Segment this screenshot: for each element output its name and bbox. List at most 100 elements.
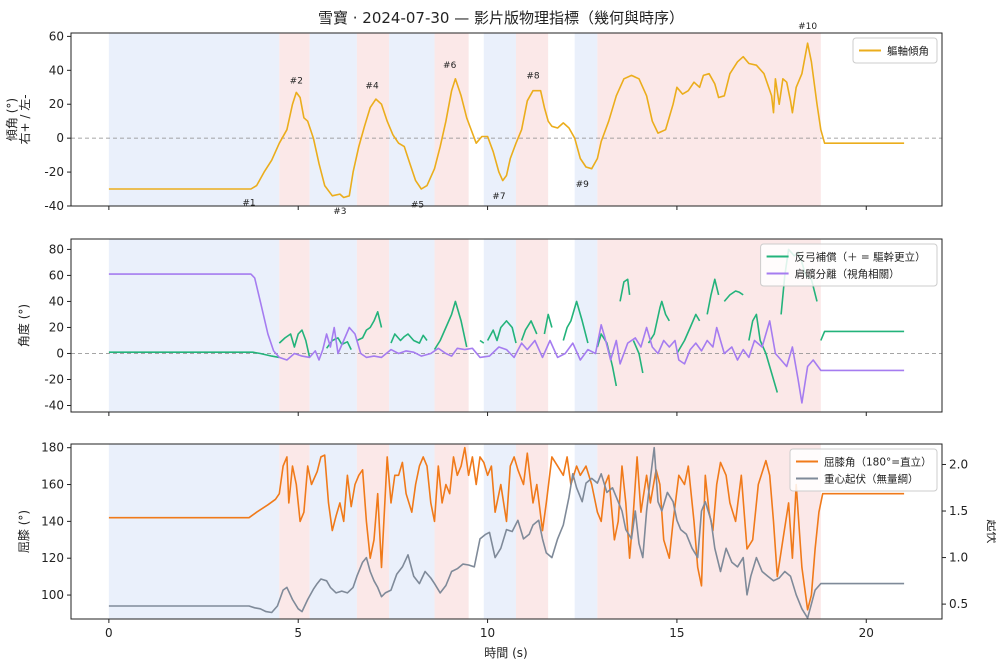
- y-axis-label: 角度 (°): [16, 304, 31, 347]
- turn-band-turn_in: [574, 33, 598, 206]
- x-tick-label: 10: [480, 626, 495, 640]
- series-line-angles-0: [632, 340, 644, 374]
- y-tick-label: -20: [44, 372, 64, 386]
- y-tick-label: -20: [44, 165, 64, 179]
- turn-band-turn_out: [356, 33, 390, 206]
- y-tick-label: 40: [49, 63, 64, 77]
- legend-label: 反弓補償（＋ = 驅幹更立）: [795, 251, 926, 264]
- turn-band-turn_in: [108, 33, 280, 206]
- y-tick-label: 60: [49, 268, 64, 282]
- turn-marker-label: #3: [333, 207, 346, 217]
- x-tick-label: 0: [105, 626, 113, 640]
- series-line-angles-0: [748, 313, 779, 393]
- turn-band-turn_out: [434, 33, 469, 206]
- turn-marker-label: #1: [242, 199, 255, 209]
- y-tick-label: 180: [41, 441, 64, 455]
- y-tick-label: -40: [44, 398, 64, 412]
- series-line-angles-1: [108, 273, 905, 404]
- y2-tick-label: 1.5: [949, 504, 968, 518]
- turn-band-turn_in: [574, 239, 598, 412]
- turn-band-turn_in: [108, 444, 280, 619]
- legend-box: [789, 448, 938, 492]
- turn-band-turn_out: [434, 239, 469, 412]
- turn-band-turn_in: [309, 239, 357, 412]
- series-line-angles-0: [619, 278, 631, 302]
- y2-tick-label: 1.0: [949, 551, 968, 565]
- turn-marker-label: #10: [798, 22, 817, 32]
- series-line-angles-0: [433, 300, 468, 351]
- legend: 屈膝角（180°=直立） 重心起伏（無量綱）: [789, 448, 938, 492]
- turn-band-turn_out: [356, 239, 390, 412]
- y-tick-label: 20: [49, 320, 64, 334]
- turn-marker-label: #9: [576, 180, 590, 190]
- y2-tick-label: 2.0: [949, 457, 968, 471]
- legend: 反弓補償（＋ = 驅幹更立） 肩髖分離（視角相關）: [760, 243, 938, 287]
- series-line-knee-1: [108, 446, 905, 619]
- series-line-angles-0: [676, 313, 701, 354]
- y-axis-label: 傾角 (°): [5, 98, 19, 141]
- x-axis-label: 時間 (s): [484, 646, 527, 660]
- y-tick-label: 80: [49, 242, 64, 256]
- series-line-angles-0: [562, 300, 589, 344]
- turn-band-turn_in: [309, 444, 357, 619]
- turn-band-turn_in: [483, 33, 516, 206]
- series-line-angles-0: [108, 351, 280, 359]
- legend-label: 軀軸傾角: [887, 45, 929, 58]
- y-axis-label: 屈膝 (°): [17, 510, 31, 553]
- turn-marker-label: #4: [365, 82, 379, 92]
- x-tick-label: 20: [859, 626, 874, 640]
- legend-label: 屈膝角（180°=直立）: [824, 456, 932, 469]
- series-line-angles-0: [820, 330, 905, 341]
- panel-knee: 100 120 140 160 180 0.5 1.0 1.5 2.0 起伏 0 5 10 15 20 屈膝 …: [17, 441, 996, 640]
- series-line-angles-0: [647, 300, 670, 344]
- turn-marker-label: #5: [411, 200, 424, 210]
- y-tick-label: -40: [44, 199, 64, 213]
- panel-frame: [70, 238, 943, 413]
- turn-band-turn_out: [597, 444, 821, 619]
- y-axis-label: 右+ / 左-: [17, 94, 32, 144]
- y-tick-label: 60: [49, 29, 64, 43]
- panel-angles: -40 -20 0 20 40 60 80 角度 (°) 反弓補償（＋ = 驅幹更立） 肩髖分離（…: [16, 238, 943, 416]
- series-line-angles-0: [479, 339, 485, 344]
- turn-band-turn_out: [515, 239, 549, 412]
- series-line-angles-0: [390, 333, 428, 344]
- x-tick-label: 5: [294, 626, 302, 640]
- y-tick-label: 100: [41, 588, 64, 602]
- series-line-angles-0: [278, 329, 311, 358]
- turn-band-turn_in: [108, 239, 280, 412]
- turn-band-turn_in: [309, 33, 357, 206]
- series-line-angles-0: [520, 320, 538, 341]
- series-line-knee-0: [108, 446, 905, 611]
- turn-band-turn_out: [515, 33, 549, 206]
- legend-box: [852, 37, 938, 64]
- y2-axis-label: 起伏: [985, 519, 996, 543]
- legend-box: [760, 243, 938, 287]
- turn-marker-label: #6: [443, 61, 457, 71]
- series-line-angles-0: [723, 290, 744, 302]
- panel-tilt: -40 -20 0 20 40 60 傾角 (°) 右+ / 左- #1 #2 #3 #4 #5 #6 #7…: [5, 22, 943, 217]
- series-line-angles-0: [486, 320, 517, 344]
- turn-band-turn_out: [279, 33, 310, 206]
- panel-frame: [70, 443, 943, 620]
- chart-title: 雪寶 · 2024-07-30 — 影片版物理指標（幾何與時序）: [318, 9, 684, 27]
- turn-band-turn_out: [279, 239, 310, 412]
- panel-frame: [70, 32, 943, 207]
- y2-tick-label: 0.5: [949, 597, 968, 611]
- y-tick-label: 140: [41, 514, 64, 528]
- legend: 軀軸傾角: [852, 37, 938, 64]
- plot-area: -40 -20 0 20 40 60 傾角 (°) 右+ / 左- #1 #2 #3 #4 #5 #6 #7…: [5, 22, 996, 640]
- x-tick-label: 15: [669, 626, 684, 640]
- turn-band-turn_out: [279, 444, 310, 619]
- y-tick-label: 0: [56, 131, 64, 145]
- y-tick-label: 40: [49, 294, 64, 308]
- y-tick-label: 120: [41, 551, 64, 565]
- y-tick-label: 20: [49, 97, 64, 111]
- turn-marker-label: #2: [290, 76, 303, 86]
- series-line-angles-0: [356, 311, 383, 342]
- series-line-angles-0: [706, 278, 720, 315]
- turn-band-turn_in: [389, 239, 435, 412]
- legend-label: 重心起伏（無量綱）: [824, 473, 919, 486]
- legend-label: 肩髖分離（視角相關）: [795, 268, 900, 281]
- turn-band-turn_in: [389, 33, 435, 206]
